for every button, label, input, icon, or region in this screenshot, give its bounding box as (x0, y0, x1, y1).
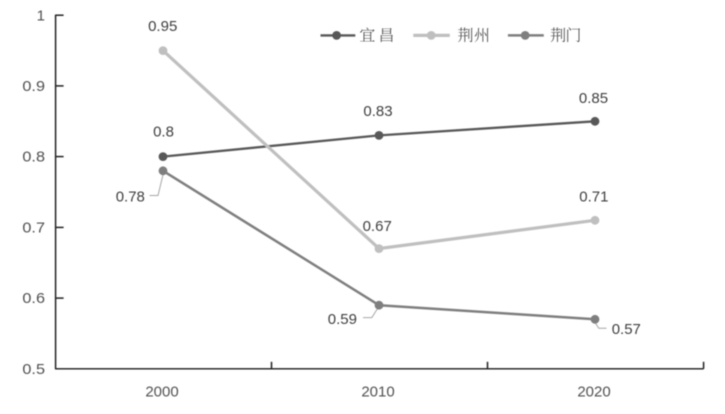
svg-text:1: 1 (37, 7, 45, 24)
svg-text:0.67: 0.67 (363, 218, 392, 235)
svg-text:0.83: 0.83 (363, 103, 392, 120)
svg-text:0.5: 0.5 (22, 361, 45, 378)
svg-text:2010: 2010 (361, 384, 394, 401)
svg-text:0.8: 0.8 (153, 123, 174, 140)
svg-text:2020: 2020 (577, 384, 610, 401)
svg-text:0.59: 0.59 (328, 311, 357, 328)
svg-text:0.85: 0.85 (579, 90, 608, 107)
svg-text:0.95: 0.95 (148, 18, 177, 35)
svg-text:0.78: 0.78 (116, 188, 145, 205)
svg-text:0.8: 0.8 (22, 149, 45, 166)
svg-text:0.71: 0.71 (579, 189, 608, 206)
svg-text:2000: 2000 (145, 384, 178, 401)
svg-text:0.9: 0.9 (22, 78, 45, 95)
svg-text:0.7: 0.7 (22, 220, 45, 237)
svg-text:0.6: 0.6 (22, 290, 45, 307)
svg-text:0.57: 0.57 (612, 321, 641, 338)
